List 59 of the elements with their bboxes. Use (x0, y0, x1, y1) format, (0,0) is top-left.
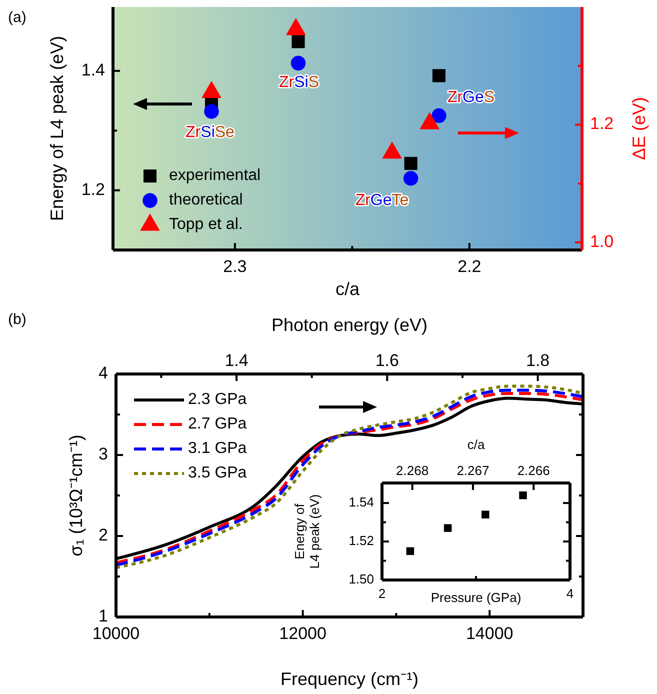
x2-axis-title: c/a (467, 437, 486, 452)
annotation: ZrSiSe (186, 124, 235, 142)
y2-tick-label: 1.0 (590, 232, 614, 251)
x-tick-label: 2.3 (223, 257, 247, 276)
y-axis-title: Energy of L4 peak (eV) (46, 36, 67, 222)
y-tick-label: 1 (98, 606, 108, 626)
x2-tick-label: 1.4 (224, 351, 248, 370)
x2-tick-label: 1.6 (375, 351, 399, 370)
legend-label: theoretical (169, 192, 243, 209)
y-axis-title: σ₁ (10³Ω⁻¹cm⁻¹) (66, 434, 86, 556)
legend-label: experimental (169, 167, 261, 184)
y-axis-title: Energy of L4 peak (eV) (292, 494, 322, 569)
point (403, 171, 418, 186)
x-axis-title: c/a (335, 279, 360, 299)
y-tick-label: 1.54 (348, 494, 374, 510)
annotation: ZrGeTe (355, 192, 409, 210)
x-tick-label: 10000 (92, 624, 140, 643)
point (444, 524, 452, 532)
point (292, 35, 305, 48)
legend-label: 2.3 GPa (188, 391, 247, 408)
y2-axis-title: ΔE (eV) (628, 96, 649, 160)
y-tick-label: 1.2 (81, 180, 105, 199)
x2-tick-label: 2.268 (396, 463, 429, 478)
y-tick-label: 1.52 (348, 532, 374, 548)
point (204, 104, 219, 119)
legend-label: 3.1 GPa (188, 440, 247, 458)
point (420, 112, 440, 130)
x-axis-title: Frequency (cm⁻¹) (280, 669, 419, 689)
chart-title: (a) (8, 9, 26, 26)
x-tick-label: 12000 (279, 624, 326, 643)
x-axis-title: Pressure (GPa) (430, 590, 522, 605)
legend-label: 2.7 GPa (188, 416, 247, 433)
x-tick-label: 2.2 (458, 257, 482, 276)
x2-tick-label: 2.266 (517, 463, 550, 478)
y-tick-label: 4 (98, 363, 108, 382)
x2-tick-label: 1.8 (526, 351, 550, 370)
legend-label: 3.5 GPa (188, 464, 247, 482)
x-tick-label: 14000 (466, 624, 514, 643)
point (286, 18, 306, 36)
point (406, 547, 414, 556)
y-tick-label: 1.50 (348, 571, 374, 586)
point (202, 80, 222, 98)
y-tick-label: 3 (98, 444, 108, 464)
point (290, 56, 306, 70)
point (432, 108, 446, 124)
y2-tick-label: 1.2 (590, 114, 614, 134)
annotation: ZrSiS (278, 74, 320, 92)
point (432, 69, 446, 82)
legend-label: Topp et al. (169, 216, 243, 234)
point (482, 510, 490, 518)
x2-tick-label: 2.267 (456, 463, 490, 478)
annotation: ZrGeS (447, 89, 495, 106)
chart-title: (b) (8, 311, 26, 328)
x2-axis-title: Photon energy (eV) (271, 315, 428, 335)
y-tick-label: 2 (98, 525, 108, 544)
y-tick-label: 1.4 (81, 60, 105, 80)
point (519, 491, 527, 500)
point (382, 141, 402, 159)
point (404, 156, 418, 170)
